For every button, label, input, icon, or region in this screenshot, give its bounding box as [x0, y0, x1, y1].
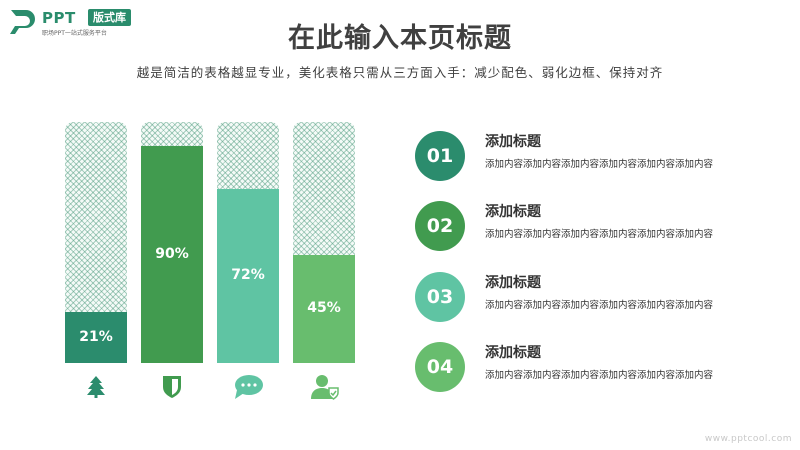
bar-value-label: 90% — [155, 245, 189, 262]
page-subtitle: 越是简洁的表格越显专业，美化表格只需从三方面入手：减少配色、弱化边框、保持对齐 — [136, 65, 664, 80]
item-title: 添加标题 — [485, 275, 541, 291]
logo-text: PPT — [42, 9, 76, 27]
bar-fill — [293, 255, 355, 363]
item-title: 添加标题 — [485, 345, 541, 361]
item-number-badge: 01 — [415, 131, 465, 181]
bar-1: 21% — [65, 122, 127, 363]
page-title: 在此输入本页标题 — [288, 23, 512, 54]
bar-value-label: 72% — [231, 267, 265, 283]
bar-fill — [217, 189, 279, 363]
item-description: 添加内容添加内容添加内容添加内容添加内容添加内容 — [485, 370, 714, 381]
bar-group: 21% 90% 72% 45% — [65, 122, 355, 402]
bar-value-label: 45% — [307, 300, 341, 316]
item-number-badge: 02 — [415, 201, 465, 251]
item-number-badge: 03 — [415, 272, 465, 322]
p-logo-icon — [10, 10, 35, 34]
item-description: 添加内容添加内容添加内容添加内容添加内容添加内容 — [485, 229, 714, 240]
list-item: 02 添加标题 添加内容添加内容添加内容添加内容添加内容添加内容 — [415, 201, 775, 253]
item-title: 添加标题 — [485, 204, 541, 220]
item-description: 添加内容添加内容添加内容添加内容添加内容添加内容 — [485, 159, 714, 170]
watermark: www.pptcool.com — [704, 434, 792, 444]
chat-bubble-icon — [217, 372, 279, 402]
bar-fill — [141, 146, 203, 363]
list-item: 03 添加标题 添加内容添加内容添加内容添加内容添加内容添加内容 — [415, 272, 775, 324]
bar-value-label: 21% — [79, 328, 113, 345]
tree-icon — [65, 372, 127, 402]
list-item: 01 添加标题 添加内容添加内容添加内容添加内容添加内容添加内容 — [415, 131, 775, 183]
bar-fill — [65, 312, 127, 363]
logo-subtitle: 职场PPT一站式服务平台 — [42, 30, 107, 37]
item-number-badge: 04 — [415, 342, 465, 392]
list-item: 04 添加标题 添加内容添加内容添加内容添加内容添加内容添加内容 — [415, 342, 775, 394]
item-title: 添加标题 — [485, 134, 541, 150]
bar-3: 72% — [217, 122, 279, 363]
shield-icon — [141, 372, 203, 402]
brand-logo: PPT 版式库 职场PPT一站式服务平台 — [8, 8, 168, 37]
user-shield-icon — [293, 372, 355, 402]
item-description: 添加内容添加内容添加内容添加内容添加内容添加内容 — [485, 300, 714, 311]
bar-4: 45% — [293, 122, 355, 363]
logo-badge: 版式库 — [88, 9, 131, 26]
bar-2: 90% — [141, 122, 203, 363]
